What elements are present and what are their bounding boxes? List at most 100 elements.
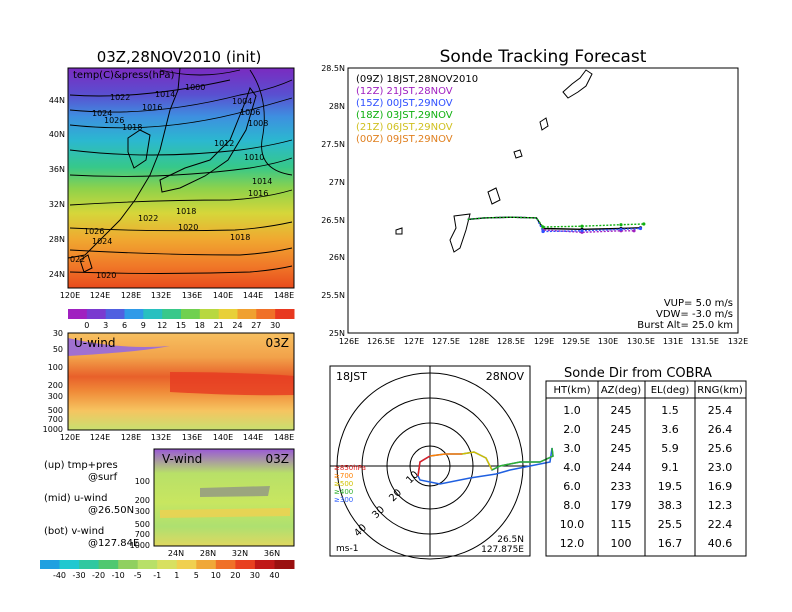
note-line: (mid) u-wind (44, 493, 107, 504)
pressure-tick-label: 700 (48, 415, 63, 424)
isobar-label: 1024 (92, 109, 112, 118)
v-wind-field (154, 449, 294, 546)
v-wind-title: V-wind (162, 452, 202, 466)
lat-tick-label: 24N (168, 549, 184, 558)
surface-map-lon-axis: 120E 124E 128E 132E 136E 140E 144E 148E (60, 291, 294, 300)
cobra-table-panel: Sonde Dir from COBRA HT(km) AZ(deg) EL(deg… (545, 366, 747, 557)
u-wind-panel: U-wind 03Z 30 50 100 200 300 500 700 100… (43, 329, 295, 442)
colorbar-swatch (176, 560, 197, 569)
lon-tick-label: 129.5E (562, 337, 590, 346)
cobra-table-cell: 2.0 (563, 423, 581, 436)
colorbar-swatch (86, 309, 107, 319)
lon-tick-label: 136E (182, 433, 202, 442)
legend-entry: (12Z) 21JST,28NOV (356, 86, 453, 97)
colorbar-tick-label: 3 (103, 321, 108, 330)
note-line: (bot) v-wind (44, 526, 104, 537)
lat-tick-label: 28.5N (321, 64, 345, 73)
lon-tick-label: 120E (60, 433, 80, 442)
cobra-table-cell: 23.0 (708, 461, 733, 474)
cobra-table-cell: 40.6 (708, 537, 733, 550)
note-line: @surf (88, 472, 118, 483)
u-wind-title: U-wind (74, 336, 115, 350)
colorbar-swatch (181, 309, 201, 319)
colorbar-swatch (256, 309, 276, 319)
cobra-table-cell: 233 (611, 480, 632, 493)
hodograph-unit: ms-1 (336, 544, 358, 554)
colorbar-tick-label: 30 (270, 321, 280, 330)
level-legend-entry: ≥400 (334, 488, 353, 496)
cobra-table-cell: 12.0 (560, 537, 585, 550)
lon-tick-label: 131E (663, 337, 683, 346)
temperature-field (68, 68, 294, 288)
lat-tick-label: 32N (232, 549, 248, 558)
hodograph-trace-top (491, 447, 554, 471)
v-wind-positive-region (160, 508, 290, 518)
pressure-tick-label: 50 (53, 345, 63, 354)
pressure-tick-label: 500 (135, 520, 150, 529)
cobra-table-cell: 22.4 (708, 518, 733, 531)
legend-entry: (21Z) 06JST,29NOV (356, 122, 453, 133)
isobar-label: 1008 (248, 119, 268, 128)
note-line: @127.84E (88, 538, 139, 549)
island-coast (487, 187, 501, 205)
tracking-lon-axis: 126E 126.5E 127E 127.5E 128E 128.5E 129E… (339, 337, 748, 346)
colorbar-swatch (237, 309, 257, 319)
colorbar-swatch (59, 560, 80, 569)
cobra-table-cell: 16.9 (708, 480, 733, 493)
v-wind-pressure-axis: 100 200 300 500 700 1000 (130, 477, 150, 550)
legend-entry: (15Z) 00JST,29NOV (356, 98, 453, 109)
hodograph-trace-upper (461, 451, 493, 471)
colorbar-swatch (218, 309, 238, 319)
ascent-speed: VUP= 5.0 m/s (664, 298, 733, 309)
lat-tick-label: 25.5N (321, 291, 345, 300)
legend-entry: (18Z) 03JST,29NOV (356, 110, 453, 121)
cobra-table-cell: 38.3 (658, 499, 683, 512)
cobra-table-cell: 179 (611, 499, 632, 512)
hodograph-latitude: 26.5N (497, 535, 524, 545)
track-point (541, 229, 545, 234)
colorbar-swatch (274, 560, 295, 569)
pressure-tick-label: 300 (48, 392, 63, 401)
colorbar-tick-label: 40 (269, 571, 279, 580)
colorbar-swatch (118, 560, 139, 569)
isobar-label: 1014 (155, 90, 175, 99)
lon-tick-label: 132E (728, 337, 748, 346)
u-wind-frame (67, 332, 295, 431)
cobra-table-cell: 115 (611, 518, 632, 531)
colorbar-tick-label: 12 (157, 321, 167, 330)
colorbar-swatch (275, 309, 295, 319)
colorbar-swatch (254, 560, 275, 569)
cobra-table-cell: 10.0 (560, 518, 585, 531)
isobar-label: 1000 (185, 83, 205, 92)
island-coast (395, 227, 403, 235)
hodograph-date-label: 28NOV (486, 370, 525, 383)
hodograph-trace-low (417, 455, 431, 477)
sonde-tracking-panel: Sonde Tracking Forecast (09Z) 18JST,28NO… (321, 47, 748, 346)
colorbar-swatch (79, 560, 100, 569)
lon-tick-label: 130E (598, 337, 618, 346)
lat-tick-label: 27.5N (321, 140, 345, 149)
isobar-label: 1026 (104, 116, 124, 125)
track-point (632, 229, 636, 233)
isobar-label: 1016 (248, 189, 268, 198)
cobra-table-cell: 100 (611, 537, 632, 550)
lon-tick-label: 120E (60, 291, 80, 300)
cobra-table-cell: 244 (611, 461, 632, 474)
isobar-label: 1026 (84, 227, 104, 236)
colorbar-tick-label: 15 (176, 321, 186, 330)
cobra-table-cell: 245 (611, 404, 632, 417)
cobra-table-title: Sonde Dir from COBRA (564, 366, 712, 381)
lon-tick-label: 132E (151, 433, 171, 442)
isobar-label: 1024 (92, 237, 112, 246)
lon-tick-label: 144E (243, 433, 263, 442)
cobra-table-cell: 3.0 (563, 442, 581, 455)
temperature-colorbar: 0 3 6 9 12 15 18 21 24 27 30 (68, 309, 295, 330)
cobra-table-cell: 1.0 (563, 404, 581, 417)
pressure-tick-label: 300 (135, 507, 150, 516)
lon-tick-label: 140E (213, 433, 233, 442)
cobra-table-frame (545, 380, 747, 557)
island-coast (562, 69, 593, 99)
lon-tick-label: 140E (213, 291, 233, 300)
legend-entry: (00Z) 09JST,29NOV (356, 134, 453, 145)
track-point (541, 225, 545, 229)
